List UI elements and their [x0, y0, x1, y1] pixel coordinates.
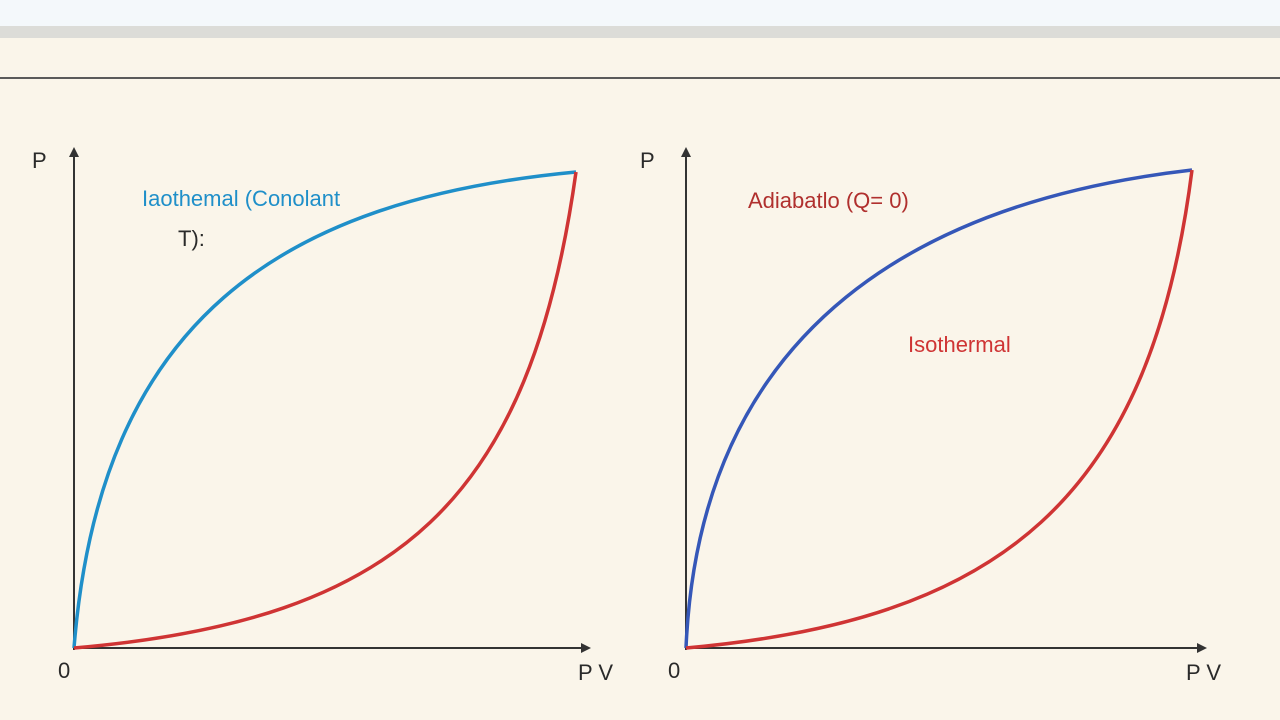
top-bar [0, 0, 1280, 26]
right-y-axis-label: P [640, 148, 655, 173]
right-panel [681, 147, 1207, 653]
left-y-axis-label: P [32, 148, 47, 173]
left-isothermal-curve [72, 170, 577, 649]
right-origin-label: 0 [668, 658, 681, 683]
left-isothermal-label: Iaothemal (Conolant [142, 186, 341, 211]
top-band [0, 26, 1280, 38]
header-divider [0, 77, 1280, 79]
left-origin-label: 0 [58, 658, 71, 683]
left-x-axis-label: P V [578, 660, 614, 685]
left-panel [69, 147, 591, 653]
right-isothermal-label: Isothermal [908, 332, 1011, 357]
right-isothermal-curve [685, 169, 1194, 650]
right-x-axis-label: P V [1186, 660, 1222, 685]
left-isothermal-label-cont: T): [178, 226, 205, 251]
left-red-curve [73, 171, 578, 650]
right-adiabatic-label: Adiabatlo (Q= 0) [748, 188, 909, 213]
right-adiabatic-curve [684, 168, 1193, 649]
